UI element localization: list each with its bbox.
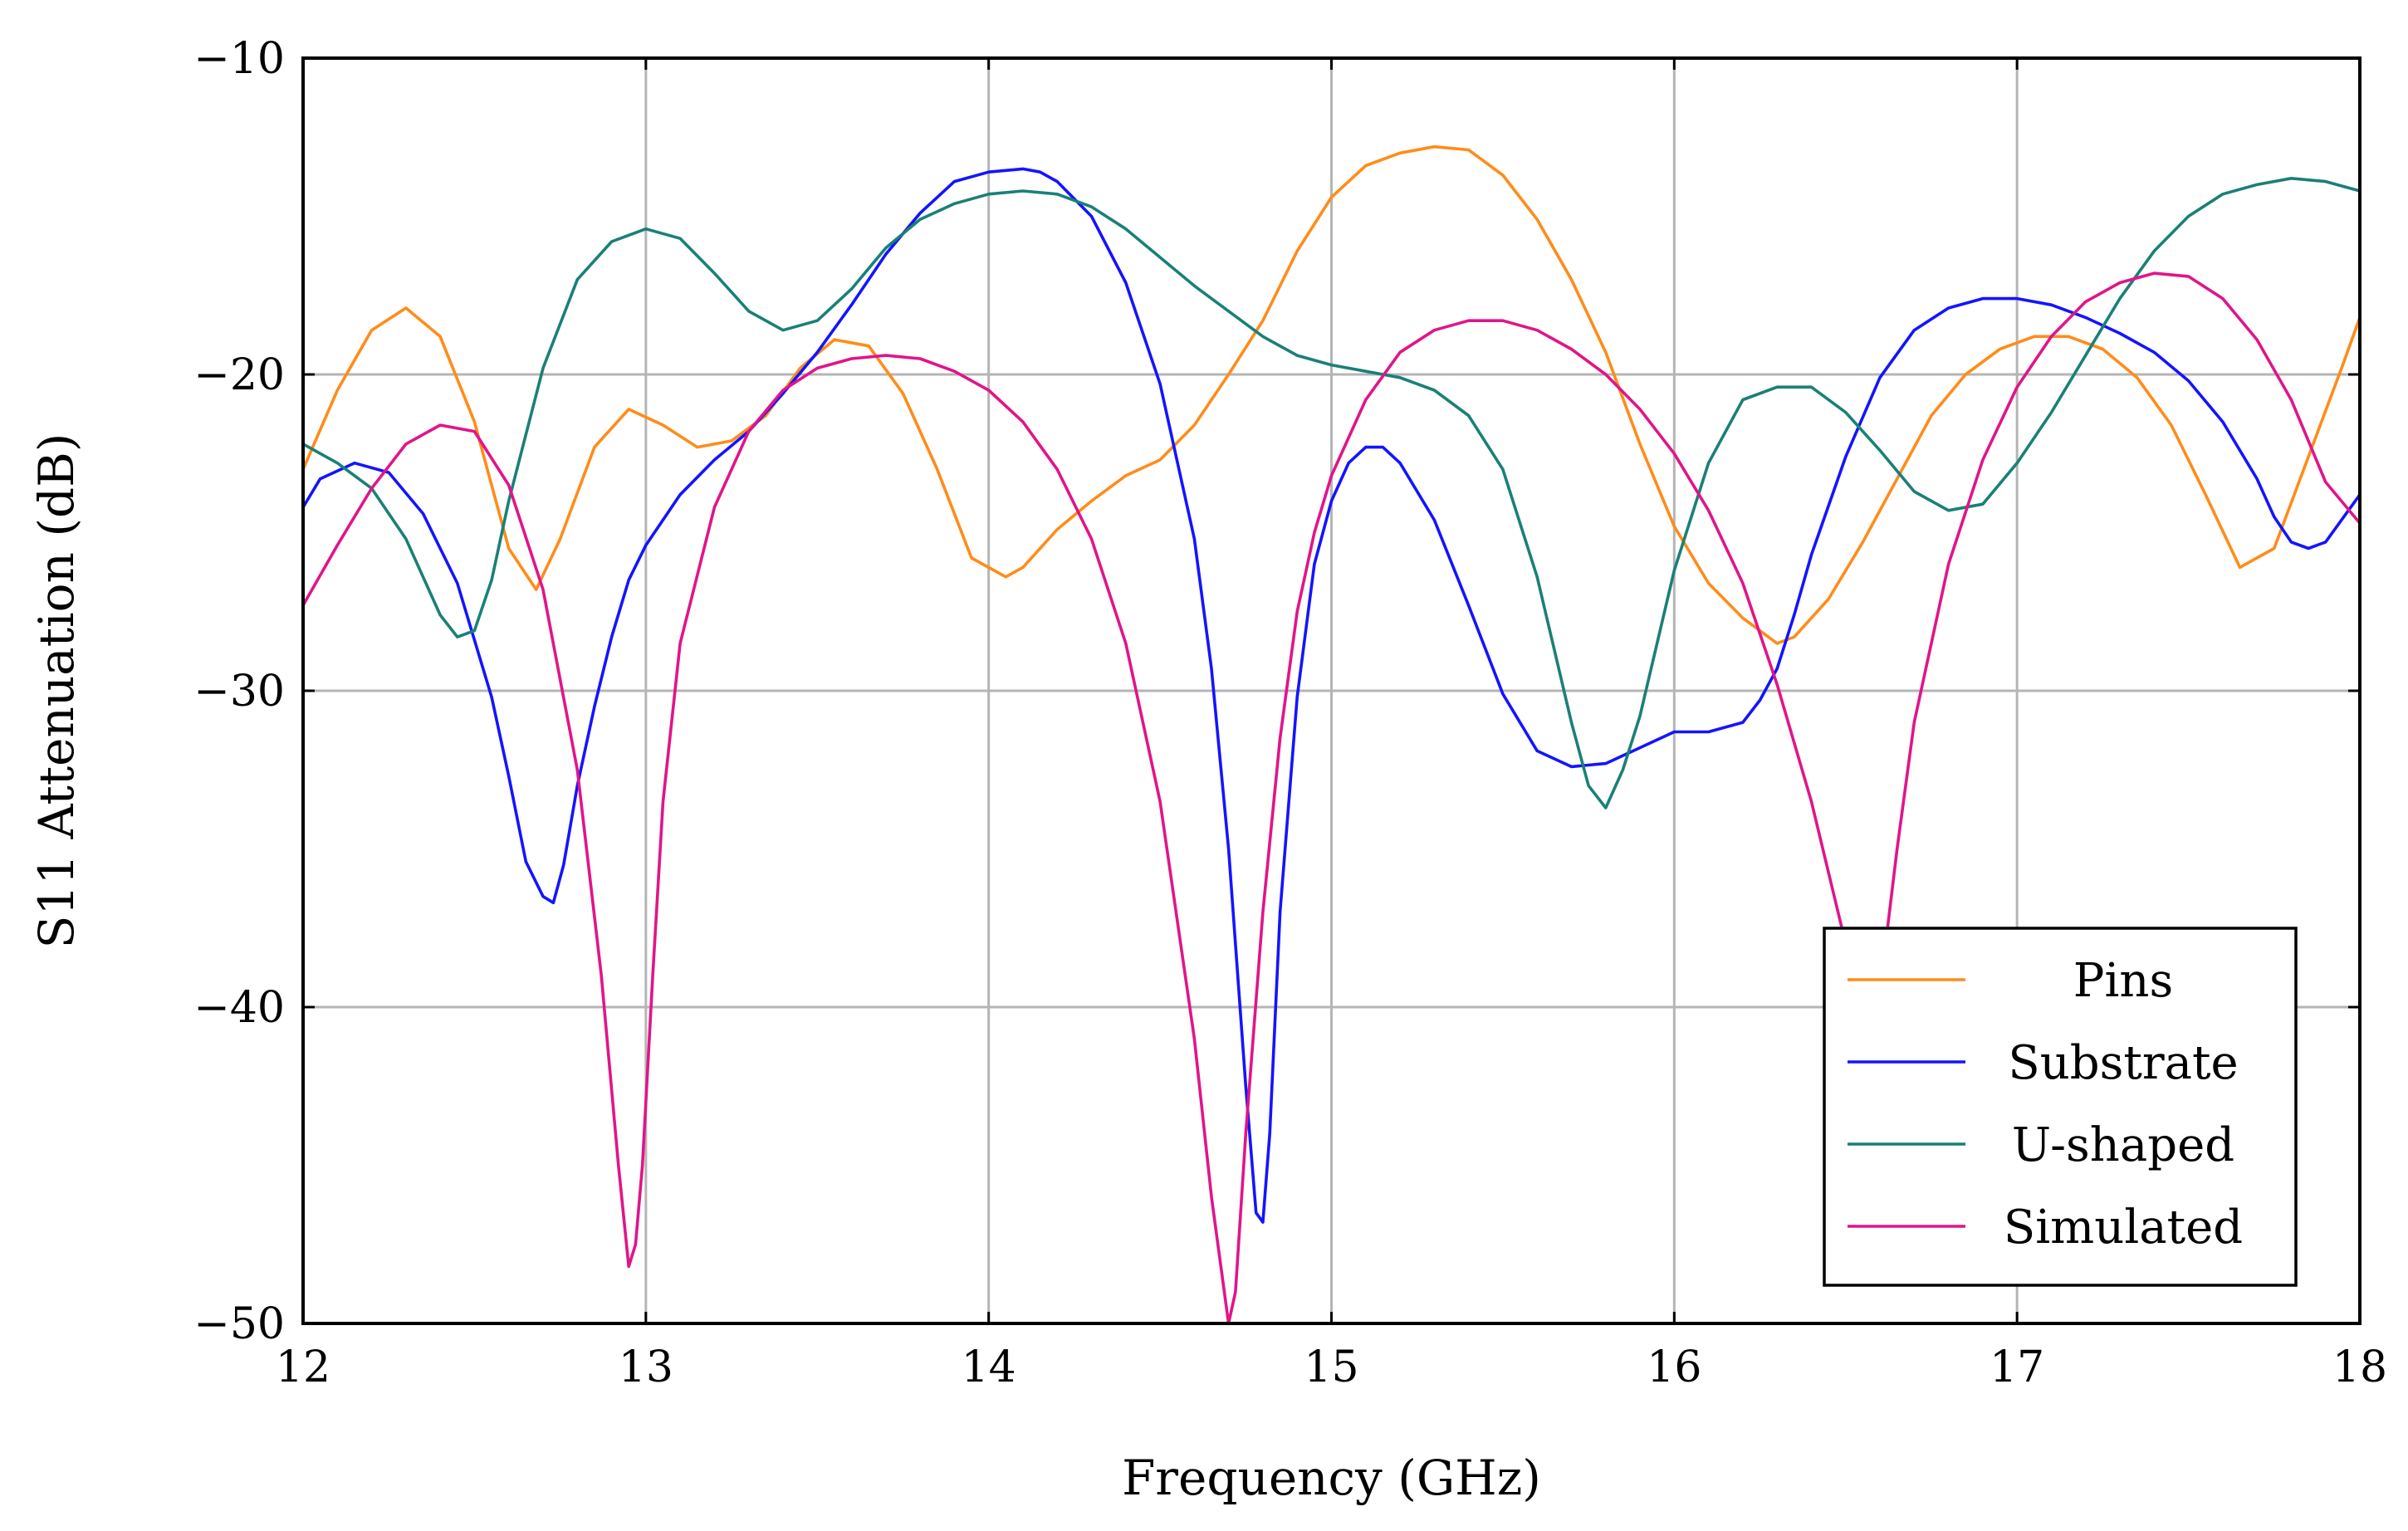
legend-label: U-shaped (2012, 1118, 2234, 1172)
x-tick-label: 18 (2332, 1343, 2387, 1392)
series-line-u-shaped (301, 177, 2362, 810)
x-tick-label: 13 (619, 1343, 673, 1392)
grid (303, 58, 2360, 1323)
legend-label: Substrate (2008, 1036, 2238, 1090)
y-tick-label: −10 (193, 34, 285, 84)
x-tick-label: 17 (1990, 1343, 2044, 1392)
legend-label: Pins (2073, 954, 2173, 1008)
x-tick-label: 14 (962, 1343, 1016, 1392)
series-line-substrate (301, 167, 2362, 1224)
y-axis-label: S11 Attenuation (dB) (28, 433, 85, 949)
y-tick-label: −50 (193, 1299, 285, 1349)
y-tick-label: −20 (193, 350, 285, 400)
legend: Pins Substrate U-shaped Simulated (1823, 927, 2298, 1287)
x-tick-label: 16 (1647, 1343, 1701, 1392)
legend-label: Simulated (2004, 1201, 2243, 1255)
x-tick-labels: 12 13 14 15 16 17 18 (276, 58, 2387, 1392)
plot-lines (301, 144, 2362, 1325)
y-tick-labels: −50 −40 −30 −20 −10 (193, 34, 2360, 1349)
y-tick-label: −30 (193, 667, 285, 717)
series-line-simulated (301, 271, 2362, 1325)
y-tick-label: −40 (193, 983, 285, 1033)
x-axis-label: Frequency (GHz) (1122, 1450, 1541, 1506)
x-tick-label: 15 (1304, 1343, 1358, 1392)
x-tick-label: 12 (276, 1343, 330, 1392)
series-line-pins (301, 144, 2362, 645)
